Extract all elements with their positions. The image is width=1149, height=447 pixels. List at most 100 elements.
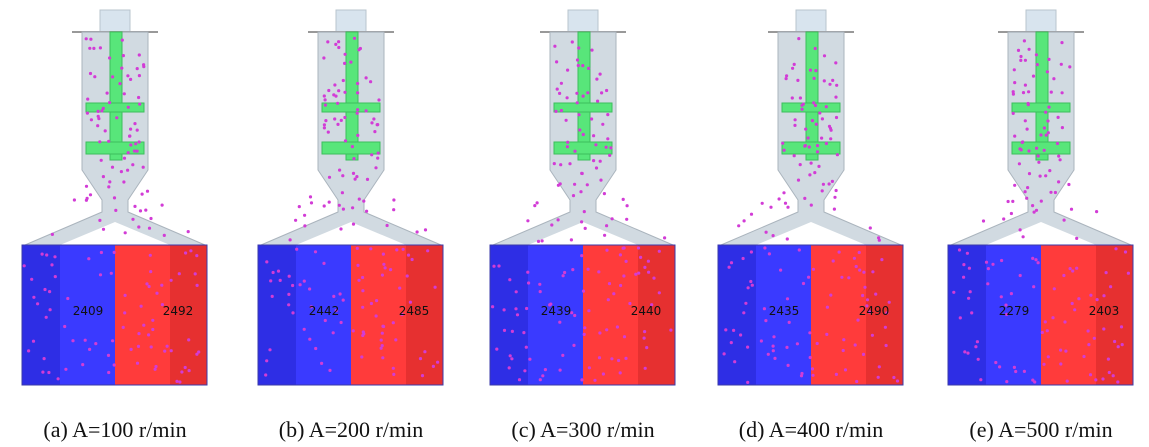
- particle: [389, 268, 392, 271]
- particle: [170, 279, 173, 282]
- particle: [597, 270, 600, 273]
- particle: [560, 82, 563, 85]
- particle: [1047, 131, 1050, 134]
- particle: [1035, 147, 1038, 150]
- particle: [559, 163, 562, 166]
- particle: [874, 293, 877, 296]
- particle: [779, 269, 782, 272]
- particle: [592, 159, 595, 162]
- particle: [896, 379, 899, 382]
- particle: [1022, 91, 1025, 94]
- particle: [785, 77, 788, 80]
- particle: [303, 214, 306, 217]
- blade: [782, 142, 840, 154]
- particle: [369, 80, 372, 83]
- particle: [606, 137, 609, 140]
- particle: [580, 220, 583, 223]
- particle: [576, 58, 579, 61]
- particle: [800, 374, 803, 377]
- particle: [836, 153, 839, 156]
- particle: [781, 142, 784, 145]
- particle: [730, 341, 733, 344]
- particle: [1027, 149, 1030, 152]
- particle: [1112, 374, 1115, 377]
- particle: [760, 339, 763, 342]
- particle: [342, 79, 345, 82]
- particle: [1050, 91, 1053, 94]
- particle: [582, 290, 585, 293]
- particle: [763, 307, 766, 310]
- particle: [1045, 134, 1048, 137]
- particle: [163, 350, 166, 353]
- particle: [178, 272, 181, 275]
- particle: [340, 321, 343, 324]
- particle: [514, 307, 517, 310]
- particle: [608, 282, 611, 285]
- particle: [268, 348, 271, 351]
- particle: [138, 103, 141, 106]
- particle: [126, 74, 129, 77]
- particle: [812, 268, 815, 271]
- panel: 24092492(a) A=100 r/min: [22, 10, 207, 442]
- particle: [287, 293, 290, 296]
- particle: [885, 344, 888, 347]
- particle: [744, 302, 747, 305]
- particle: [658, 250, 661, 253]
- caption: (a) A=100 r/min: [43, 417, 186, 442]
- particle: [303, 280, 306, 283]
- particle: [352, 223, 355, 226]
- particle: [32, 296, 35, 299]
- particle: [386, 224, 389, 227]
- particle: [796, 79, 799, 82]
- particle: [1048, 169, 1051, 172]
- particle: [998, 365, 1001, 368]
- particle: [124, 294, 127, 297]
- caption: (d) A=400 r/min: [739, 417, 883, 442]
- particle: [1021, 141, 1024, 144]
- particle: [804, 128, 807, 131]
- particle: [541, 239, 544, 242]
- particle: [742, 257, 745, 260]
- particle: [377, 152, 380, 155]
- particle: [1012, 112, 1015, 115]
- particle: [958, 248, 961, 251]
- particle: [406, 274, 409, 277]
- particle: [123, 311, 126, 314]
- particle: [858, 251, 861, 254]
- particle: [187, 230, 190, 233]
- particle: [1024, 119, 1027, 122]
- particle: [566, 96, 569, 99]
- particle: [526, 271, 529, 274]
- particle: [599, 179, 602, 182]
- shaft: [1036, 32, 1048, 160]
- blade: [86, 103, 144, 112]
- particle: [625, 260, 628, 263]
- particle: [170, 349, 173, 352]
- particle: [73, 198, 76, 201]
- particle: [188, 369, 191, 372]
- particle: [1019, 59, 1022, 62]
- particle: [791, 67, 794, 70]
- particle: [353, 37, 356, 40]
- particle: [603, 192, 606, 195]
- particle: [797, 37, 800, 40]
- particle: [1096, 298, 1099, 301]
- particle: [337, 46, 340, 49]
- particle: [392, 198, 395, 201]
- particle: [328, 201, 331, 204]
- particle: [1117, 345, 1120, 348]
- particle: [1039, 175, 1042, 178]
- particle: [816, 342, 819, 345]
- particle: [577, 64, 580, 67]
- particle: [32, 340, 35, 343]
- particle: [826, 306, 829, 309]
- particle: [314, 250, 317, 253]
- particle: [1019, 274, 1022, 277]
- particle: [328, 369, 331, 372]
- particle: [605, 249, 608, 252]
- particle: [584, 227, 587, 230]
- particle: [133, 205, 136, 208]
- particle: [871, 334, 874, 337]
- particle: [1047, 355, 1050, 358]
- particle: [1075, 267, 1078, 270]
